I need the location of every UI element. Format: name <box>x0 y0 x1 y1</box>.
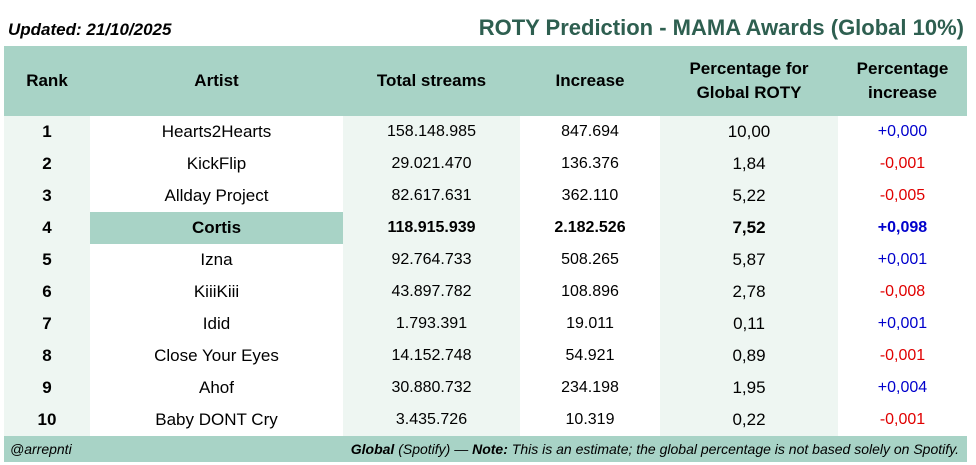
col-header-pct-increase-line1: Percentage <box>856 59 949 78</box>
cell-rank: 10 <box>4 404 90 436</box>
col-header-pct-global-line2: Global ROTY <box>696 83 802 102</box>
table-row: 2 KickFlip 29.021.470 136.376 1,84 -0,00… <box>4 148 967 180</box>
cell-artist: Cortis <box>90 212 343 244</box>
author-handle: @arrepnti <box>10 441 72 457</box>
cell-increase: 362.110 <box>520 180 660 212</box>
cell-streams: 82.617.631 <box>343 180 520 212</box>
cell-increase: 136.376 <box>520 148 660 180</box>
cell-rank: 7 <box>4 308 90 340</box>
cell-rank: 9 <box>4 372 90 404</box>
col-header-pct-increase-line2: increase <box>868 83 937 102</box>
cell-artist: KickFlip <box>90 148 343 180</box>
cell-pct-increase: -0,001 <box>838 148 967 180</box>
cell-rank: 3 <box>4 180 90 212</box>
cell-pct-global: 0,22 <box>660 404 838 436</box>
cell-pct-increase: +0,098 <box>838 212 967 244</box>
cell-pct-increase: -0,001 <box>838 340 967 372</box>
cell-streams: 118.915.939 <box>343 212 520 244</box>
cell-streams: 29.021.470 <box>343 148 520 180</box>
footer-global-label: Global <box>350 441 395 457</box>
cell-pct-global: 0,89 <box>660 340 838 372</box>
cell-rank: 5 <box>4 244 90 276</box>
cell-increase: 54.921 <box>520 340 660 372</box>
footer: @arrepnti Global (Spotify) — Note: This … <box>4 436 967 462</box>
col-header-increase: Increase <box>520 46 660 116</box>
cell-increase: 10.319 <box>520 404 660 436</box>
cell-increase: 2.182.526 <box>520 212 660 244</box>
cell-rank: 1 <box>4 116 90 148</box>
cell-streams: 30.880.732 <box>343 372 520 404</box>
table-row: 7 Idid 1.793.391 19.011 0,11 +0,001 <box>4 308 967 340</box>
cell-streams: 3.435.726 <box>343 404 520 436</box>
cell-streams: 158.148.985 <box>343 116 520 148</box>
table-row: 5 Izna 92.764.733 508.265 5,87 +0,001 <box>4 244 967 276</box>
col-header-artist: Artist <box>90 46 343 116</box>
col-header-rank: Rank <box>4 46 90 116</box>
cell-pct-global: 5,22 <box>660 180 838 212</box>
cell-artist: Idid <box>90 308 343 340</box>
footer-note-label: Note: <box>472 441 508 457</box>
footer-note-text: This is an estimate; the global percenta… <box>511 441 959 457</box>
cell-streams: 43.897.782 <box>343 276 520 308</box>
cell-pct-global: 7,52 <box>660 212 838 244</box>
cell-pct-increase: -0,008 <box>838 276 967 308</box>
cell-increase: 108.896 <box>520 276 660 308</box>
cell-artist: Hearts2Hearts <box>90 116 343 148</box>
cell-streams: 14.152.748 <box>343 340 520 372</box>
cell-streams: 1.793.391 <box>343 308 520 340</box>
cell-pct-global: 2,78 <box>660 276 838 308</box>
footer-note: Global (Spotify) — Note: This is an esti… <box>351 441 959 457</box>
cell-increase: 19.011 <box>520 308 660 340</box>
footer-source: (Spotify) — <box>398 441 469 457</box>
cell-artist: KiiiKiii <box>90 276 343 308</box>
cell-pct-increase: -0,001 <box>838 404 967 436</box>
top-bar: Updated: 21/10/2025 ROTY Prediction - MA… <box>0 0 976 46</box>
cell-pct-global: 5,87 <box>660 244 838 276</box>
cell-pct-increase: +0,001 <box>838 308 967 340</box>
cell-artist: Ahof <box>90 372 343 404</box>
cell-pct-increase: +0,004 <box>838 372 967 404</box>
cell-rank: 6 <box>4 276 90 308</box>
table-row: 9 Ahof 30.880.732 234.198 1,95 +0,004 <box>4 372 967 404</box>
cell-rank: 8 <box>4 340 90 372</box>
table-header-row: Rank Artist Total streams Increase Perce… <box>4 46 967 116</box>
table-row: 10 Baby DONT Cry 3.435.726 10.319 0,22 -… <box>4 404 967 436</box>
cell-rank: 2 <box>4 148 90 180</box>
cell-pct-increase: +0,001 <box>838 244 967 276</box>
col-header-pct-global-line1: Percentage for <box>689 59 809 78</box>
cell-artist: Baby DONT Cry <box>90 404 343 436</box>
cell-pct-global: 1,84 <box>660 148 838 180</box>
page-title: ROTY Prediction - MAMA Awards (Global 10… <box>478 15 964 40</box>
cell-pct-global: 1,95 <box>660 372 838 404</box>
cell-increase: 234.198 <box>520 372 660 404</box>
cell-pct-increase: -0,005 <box>838 180 967 212</box>
cell-artist: Allday Project <box>90 180 343 212</box>
table-row: 3 Allday Project 82.617.631 362.110 5,22… <box>4 180 967 212</box>
table-row-highlighted: 4 Cortis 118.915.939 2.182.526 7,52 +0,0… <box>4 212 967 244</box>
cell-pct-global: 10,00 <box>660 116 838 148</box>
table-row: 8 Close Your Eyes 14.152.748 54.921 0,89… <box>4 340 967 372</box>
table-row: 1 Hearts2Hearts 158.148.985 847.694 10,0… <box>4 116 967 148</box>
col-header-total-streams: Total streams <box>343 46 520 116</box>
cell-streams: 92.764.733 <box>343 244 520 276</box>
col-header-pct-global: Percentage for Global ROTY <box>660 46 838 116</box>
table-row: 6 KiiiKiii 43.897.782 108.896 2,78 -0,00… <box>4 276 967 308</box>
cell-pct-global: 0,11 <box>660 308 838 340</box>
cell-pct-increase: +0,000 <box>838 116 967 148</box>
cell-artist: Izna <box>90 244 343 276</box>
updated-date: Updated: 21/10/2025 <box>8 20 172 39</box>
col-header-pct-increase: Percentage increase <box>838 46 967 116</box>
cell-rank: 4 <box>4 212 90 244</box>
cell-increase: 847.694 <box>520 116 660 148</box>
roty-table: Rank Artist Total streams Increase Perce… <box>4 46 967 436</box>
cell-artist: Close Your Eyes <box>90 340 343 372</box>
cell-increase: 508.265 <box>520 244 660 276</box>
